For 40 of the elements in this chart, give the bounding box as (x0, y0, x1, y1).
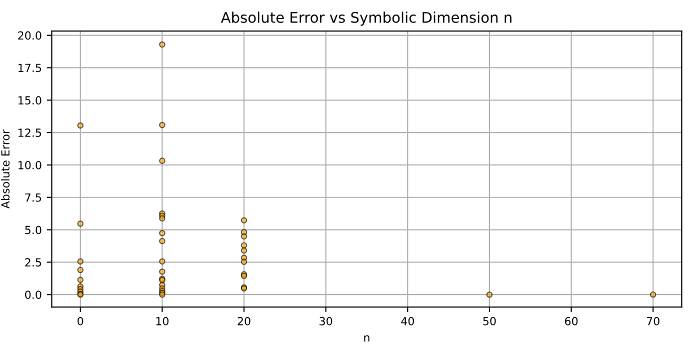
x-axis-title: n (364, 335, 370, 342)
y-tick-label: 2.5 (25, 258, 42, 267)
point (159, 258, 166, 265)
x-tick-label: 60 (564, 316, 578, 326)
x-tick-label: 10 (156, 316, 169, 326)
point (240, 247, 248, 254)
point (159, 238, 166, 244)
y-tick-label: 15.0 (18, 96, 42, 105)
chart-title: Absolute Error vs Symbolic Dimension n (220, 12, 512, 26)
point (159, 230, 166, 236)
point (650, 291, 656, 298)
x-tick-label: 40 (401, 316, 414, 326)
y-tick-label: 17.5 (18, 64, 42, 72)
point (486, 291, 493, 298)
point (240, 217, 248, 224)
y-axis-title: Absolute Error (0, 129, 10, 209)
point (240, 258, 248, 265)
point (77, 258, 84, 265)
point (240, 233, 248, 240)
y-tick-label: 10.0 (18, 160, 42, 170)
x-tick-label: 50 (483, 316, 496, 326)
y-tick-label: 20.0 (18, 31, 42, 40)
point (159, 215, 166, 222)
point (159, 41, 166, 48)
point (77, 122, 84, 129)
x-tick-label: 70 (646, 316, 660, 326)
y-tick-label: 0.0 (25, 290, 42, 299)
y-tick-label: 12.5 (18, 128, 42, 137)
x-tick-label: 30 (320, 316, 332, 326)
x-tick-label: 0 (78, 316, 84, 326)
point (77, 220, 84, 227)
point (77, 276, 84, 283)
point (77, 266, 84, 274)
point (159, 158, 166, 164)
point (159, 268, 166, 275)
y-tick-label: 7.5 (25, 193, 42, 202)
point (240, 242, 248, 248)
x-tick-label: 20 (238, 316, 250, 326)
y-tick-label: 5.0 (25, 226, 42, 234)
point (159, 122, 166, 128)
